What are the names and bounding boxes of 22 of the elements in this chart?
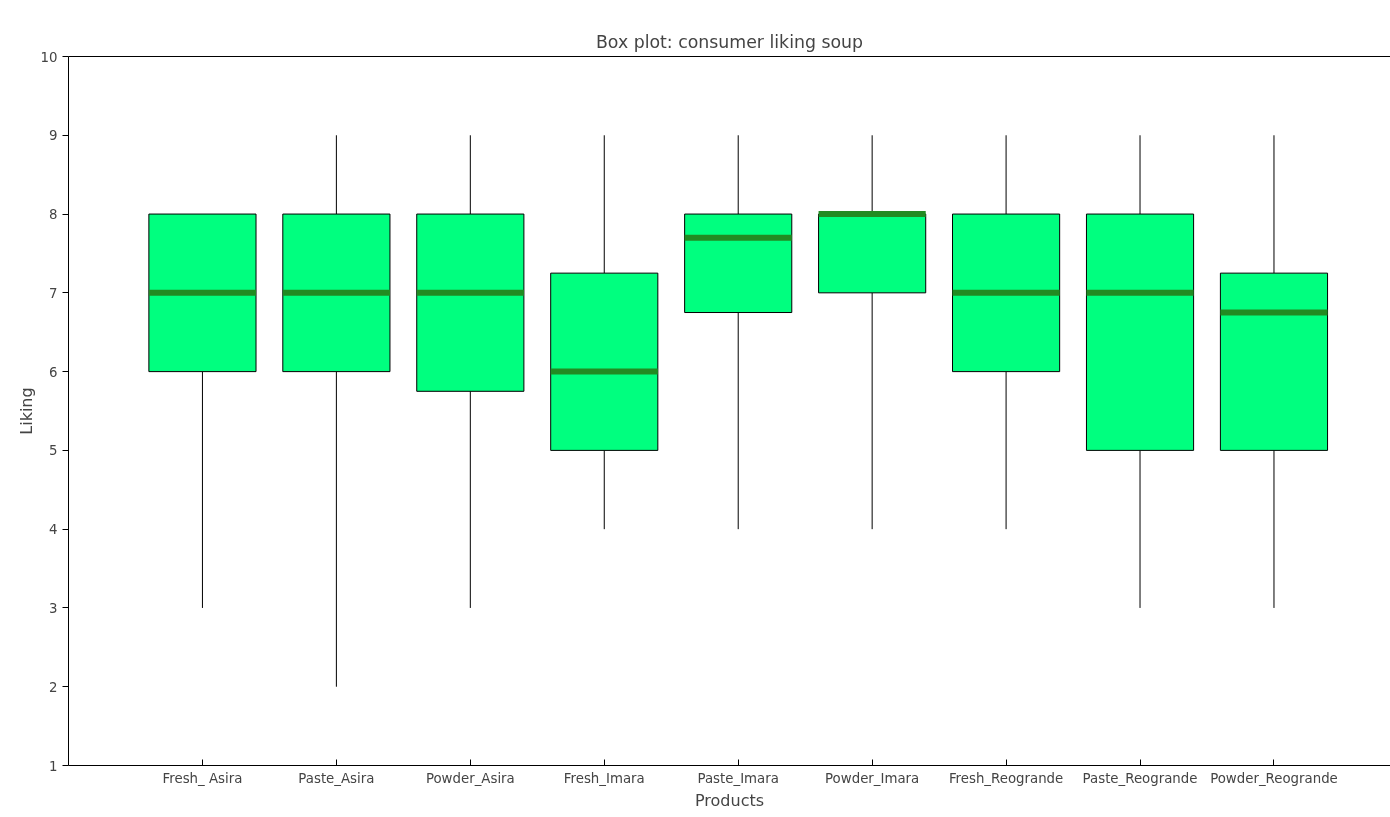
x-tick-label: Fresh_ Asira [162,770,243,786]
chart-title: Box plot: consumer liking soup [595,31,864,52]
y-tick-label: 3 [49,600,58,616]
y-axis-title: Liking [16,387,36,435]
x-tick-label: Paste_Asira [298,770,375,786]
x-axis-title: Products [694,790,765,810]
x-tick-label: Powder_Asira [425,770,515,786]
y-tick-label: 1 [49,758,58,774]
x-tick-label: Powder_Reogrande [1210,770,1338,786]
x-tick-label: Fresh_Imara [563,770,645,786]
y-tick-label: 6 [49,364,58,380]
y-tick-label: 9 [49,128,58,144]
x-tick-label: Powder_Imara [825,770,920,786]
y-tick-label: 7 [49,285,58,301]
x-tick-label: Paste_Reogrande [1082,770,1198,786]
y-tick-label: 2 [49,679,58,695]
y-tick-label: 4 [49,522,58,538]
x-tick-label: Paste_Imara [697,770,779,786]
y-tick-label: 8 [49,207,58,223]
y-tick-label: 5 [49,443,58,459]
y-tick-label: 10 [40,49,58,65]
x-tick-label: Fresh_Reogrande [948,770,1064,786]
